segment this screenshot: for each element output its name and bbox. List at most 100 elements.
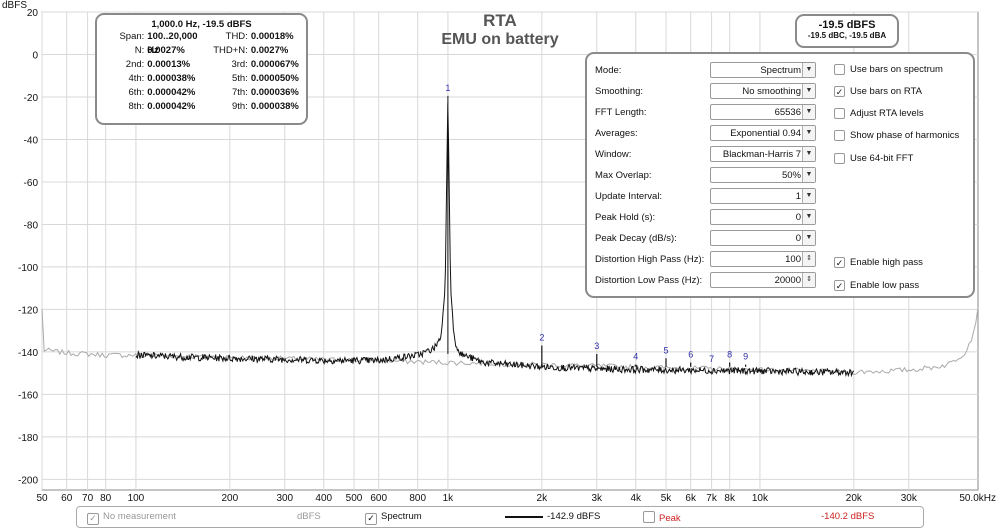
legend-peak-value: -140.2 dBFS [821,511,875,522]
y-tick-label: -100 [18,263,38,274]
chevron-down-icon[interactable]: ▼ [802,189,815,203]
x-tick-label: 5k [661,493,673,504]
x-tick-label: 2k [537,493,549,504]
info-header: 1,000.0 Hz, -19.5 dBFS [151,19,252,30]
info-label: 6th: [128,87,145,98]
setting-value: 1 [795,191,801,202]
info-label: THD: [225,31,248,42]
setting-dropdown[interactable]: No smoothing ▼ [710,83,816,99]
legend-peak-label: Peak [659,513,681,524]
info-value: 0.000042% [147,87,196,98]
legend-spectrum-label: Spectrum [381,511,422,522]
harmonic-label: 3 [594,341,599,351]
checkbox-icon[interactable]: ✓ [834,280,845,291]
legend-no-measurement-unit: dBFS [297,511,321,522]
chevron-down-icon[interactable]: ▼ [802,126,815,140]
setting-row: Smoothing: No smoothing ▼ [593,83,819,101]
x-tick-label: 400 [315,493,332,504]
setting-dropdown[interactable]: 50% ▼ [710,167,816,183]
y-tick-label: -120 [18,305,38,316]
setting-row: FFT Length: 65536 ▼ [593,104,819,122]
setting-dropdown[interactable]: 1 ▼ [710,188,816,204]
harmonic-label: 8 [727,350,732,360]
setting-label: Mode: [595,65,622,76]
checkbox-label: Enable low pass [850,280,920,291]
setting-row: Update Interval: 1 ▼ [593,188,819,206]
harmonic-label: 6 [688,350,693,360]
x-tick-label: 7k [706,493,718,504]
y-axis-ticks: 20 0 -20 -40 -60 -80 -100 -120 -140 -160 -180 -200 [18,8,38,486]
y-tick-label: -200 [18,475,38,486]
legend-bar: ✓ No measurement dBFS ✓ Spectrum -142.9 dB… [76,506,924,528]
harmonic-label: 2 [539,333,544,343]
info-value: 0.000038% [250,101,299,112]
chevron-down-icon[interactable]: ▼ [802,147,815,161]
stepper-icon[interactable]: ⇕ [802,252,815,266]
checkbox-icon[interactable]: ✓ [87,513,99,525]
y-tick-label: -180 [18,433,38,444]
setting-dropdown[interactable]: Blackman-Harris 7 ▼ [710,146,816,162]
checkbox-icon[interactable]: ✓ [365,513,377,525]
chevron-down-icon[interactable]: ▼ [802,63,815,77]
chevron-down-icon[interactable]: ▼ [802,105,815,119]
setting-value: Blackman-Harris 7 [722,149,801,160]
stepper-icon[interactable]: ⇕ [802,273,815,287]
x-tick-label: 20k [846,493,863,504]
x-tick-label: 200 [221,493,238,504]
info-value: 0.0027% [147,45,185,56]
legend-spectrum[interactable]: ✓ Spectrum [365,511,422,525]
chevron-down-icon[interactable]: ▼ [802,168,815,182]
harmonic-label: 7 [709,354,714,364]
checkbox-label: Use bars on spectrum [850,64,943,75]
chevron-down-icon[interactable]: ▼ [802,84,815,98]
setting-value: 0 [795,233,801,244]
graph-title-block: RTA EMU on battery [400,11,600,49]
level-readout-box[interactable]: -19.5 dBFS -19.5 dBC, -19.5 dBA [795,14,899,48]
checkbox-label: Show phase of harmonics [850,130,960,141]
checkbox-icon[interactable] [834,130,845,141]
chevron-down-icon[interactable]: ▼ [802,231,815,245]
info-value: 100..20,000 Hz [147,31,198,56]
checkbox-label: Adjust RTA levels [850,108,924,119]
checkbox-label: Enable high pass [850,257,923,268]
distortion-info-box[interactable]: 1,000.0 Hz, -19.5 dBFS Span: 100..20,000 … [95,13,308,125]
setting-dropdown[interactable]: 0 ▼ [710,209,816,225]
info-value: 0.000067% [250,59,299,70]
setting-dropdown[interactable]: Exponential 0.94 ▼ [710,125,816,141]
checkbox-icon[interactable] [643,511,655,523]
checkbox-icon[interactable]: ✓ [834,86,845,97]
setting-row: Max Overlap: 50% ▼ [593,167,819,185]
setting-dropdown[interactable]: 65536 ▼ [710,104,816,120]
setting-label: Averages: [595,128,638,139]
checkbox-label: Use 64-bit FFT [850,153,914,164]
x-tick-label: 800 [409,493,426,504]
chevron-down-icon[interactable]: ▼ [802,210,815,224]
x-tick-label: 300 [276,493,293,504]
legend-peak[interactable]: Peak [643,511,681,524]
info-label: 2nd: [125,59,145,70]
setting-spinner[interactable]: 20000 ⇕ [710,272,816,288]
info-value: 0.00013% [147,59,191,70]
level-main: -19.5 dBFS [818,19,876,31]
info-label: 5th: [231,73,248,84]
series-line [135,95,855,378]
checkbox-icon[interactable] [834,153,845,164]
setting-spinner[interactable]: 100 ⇕ [710,251,816,267]
setting-row: Distortion High Pass (Hz): 100 ⇕ [593,251,819,269]
x-tick-label: 3k [592,493,604,504]
info-label: 4th: [128,73,145,84]
setting-dropdown[interactable]: 0 ▼ [710,230,816,246]
x-tick-label: 500 [346,493,363,504]
setting-label: FFT Length: [595,107,647,118]
setting-value: 50% [781,170,801,181]
checkbox-icon[interactable] [834,108,845,119]
setting-label: Window: [595,149,632,160]
setting-label: Distortion High Pass (Hz): [595,254,705,265]
checkbox-icon[interactable]: ✓ [834,257,845,268]
info-label: 3rd: [231,59,248,70]
legend-no-measurement-label: No measurement [103,511,176,522]
checkbox-icon[interactable] [834,64,845,75]
legend-no-measurement[interactable]: ✓ No measurement [87,511,176,525]
setting-dropdown[interactable]: Spectrum ▼ [710,62,816,78]
info-value: 0.000050% [250,73,299,84]
